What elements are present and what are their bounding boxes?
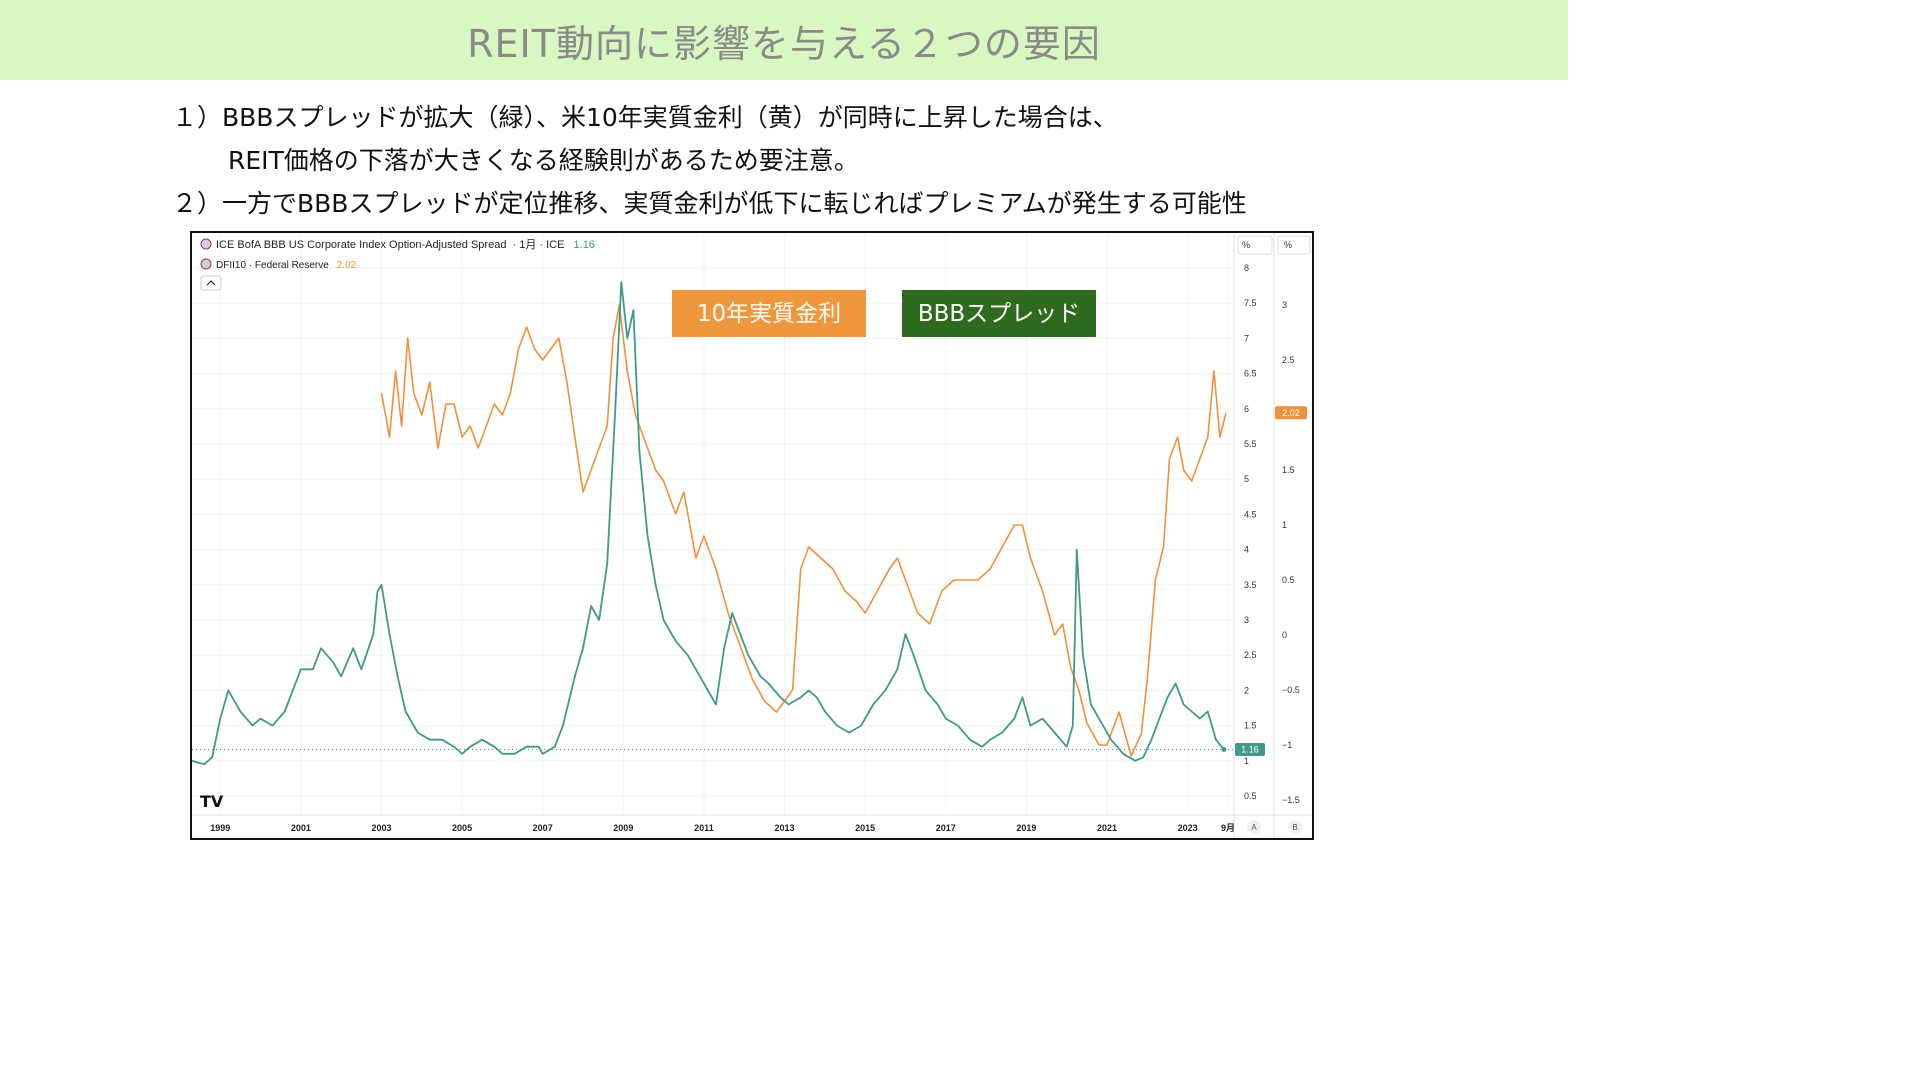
x-tick-label: 2003	[371, 823, 391, 833]
tradingview-logo: TV	[200, 792, 224, 811]
x-tick-label: 2011	[694, 823, 714, 833]
axis-a-tick-label: 2	[1244, 685, 1249, 695]
title-bar: REIT動向に影響を与える２つの要因	[0, 0, 1568, 80]
price-label-b-box	[1275, 406, 1307, 420]
legend-a-name: ICE BofA BBB US Corporate Index Option-A…	[216, 239, 506, 251]
spread-annotation: BBBスプレッド	[918, 301, 1080, 327]
bullet-1: １）BBBスプレッドが拡大（緑）、米10年実質金利（黄）が同時に上昇した場合は、	[172, 103, 1118, 132]
axis-a-tick-label: 1.5	[1244, 721, 1257, 731]
svg-text:ICE BofA BBB US Corporate Inde: ICE BofA BBB US Corporate Index Option-A…	[216, 239, 595, 251]
legend-b-name: DFII10 · Federal Reserve	[216, 260, 329, 271]
x-tick-label: 2015	[855, 823, 875, 833]
axis-a-letter: A	[1251, 823, 1257, 832]
chart-frame: 8 7.5 7 6.5 6 5.5 5 4.5 4 3.5 3 2.5 2 1.5 1 0.5 3 2.5 2 1.…	[190, 231, 1314, 840]
legend-collapse-button[interactable]	[200, 275, 222, 291]
x-tick-label: 2019	[1016, 823, 1036, 833]
last-value-dot	[1221, 747, 1227, 753]
axis-a-tick-label: 0.5	[1244, 791, 1257, 801]
axis-a-tick-label: 5.5	[1244, 439, 1257, 449]
axis-b-tick-label: −1.5	[1282, 795, 1300, 805]
x-tick-label: 2023	[1178, 823, 1198, 833]
axis-b-tick-label: 1	[1282, 520, 1287, 530]
axis-b-letter: B	[1292, 823, 1297, 832]
axis-a-tick-label: 3.5	[1244, 580, 1257, 590]
axis-a-letter-circle[interactable]	[1247, 820, 1261, 834]
axis-a-unit: %	[1242, 240, 1250, 250]
chevron-up-icon	[206, 280, 216, 286]
axis-a-tick-label: 4	[1244, 545, 1249, 555]
x-tick-label: 1999	[210, 823, 230, 833]
axis-b-tick-label: −0.5	[1282, 685, 1300, 695]
svg-text:DFII10 · Federal Reserve: DFII10 · Federal Reserve 2.02	[216, 260, 357, 271]
axis-a-tick-label: 1	[1244, 756, 1249, 766]
x-tick-label: 2021	[1097, 823, 1117, 833]
x-tick-label: 9月	[1221, 823, 1235, 833]
legend-b-value: 2.02	[337, 260, 357, 271]
legend-a-meta: · 1月 · ICE	[513, 239, 565, 251]
axis-a-unit-box	[1237, 235, 1273, 255]
axis-a-tick-label: 4.5	[1244, 509, 1257, 519]
axis-b-tick-label: 0.5	[1282, 575, 1295, 585]
legend: ICE BofA BBB US Corporate Index Option-A…	[200, 238, 595, 291]
x-axis-ticks: 1999 2001 2003 2005 2007 2009 2011 2013 2015 2017…	[210, 823, 1235, 833]
x-tick-label: 2005	[452, 823, 472, 833]
axis-b-tick-label: −1	[1282, 740, 1292, 750]
axis-b-ticks: 32.521.510.50−0.5−1−1.5	[1282, 300, 1300, 805]
axis-a-tick-label: 8	[1244, 263, 1249, 273]
axis-b-tick-label: 1.5	[1282, 465, 1295, 475]
x-tick-label: 2013	[775, 823, 795, 833]
legend-a-value: 1.16	[574, 239, 595, 251]
axis-a-ticks: 8 7.5 7 6.5 6 5.5 5 4.5 4 3.5 3 2.5 2 1.5 1 0.5	[1244, 263, 1257, 801]
axis-b-letter-circle[interactable]	[1288, 820, 1302, 834]
bullet-list: １）BBBスプレッドが拡大（緑）、米10年実質金利（黄）が同時に上昇した場合は、…	[172, 96, 1247, 225]
series-real-rate-line	[380, 304, 1227, 757]
axis-b-unit: %	[1284, 240, 1292, 250]
axis-b-tick-label: 0	[1282, 630, 1287, 640]
axis-a-tick-label: 5	[1244, 474, 1249, 484]
us-flag-icon	[200, 258, 212, 270]
us-flag-icon	[200, 238, 212, 250]
axis-a-tick-label: 6	[1244, 404, 1249, 414]
axis-a-tick-label: 6.5	[1244, 369, 1257, 379]
real-rate-annotation: 10年実質金利	[697, 301, 841, 327]
axis-a-tick-label: 2.5	[1244, 650, 1257, 660]
axis-b-tick-label: 2.5	[1282, 355, 1295, 365]
x-tick-label: 2009	[613, 823, 633, 833]
x-tick-label: 2017	[936, 823, 956, 833]
price-label-b: 2.02	[1282, 408, 1300, 418]
spread-annotation-box	[902, 290, 1096, 337]
page-title: REIT動向に影響を与える２つの要因	[467, 21, 1101, 66]
price-label-a-box	[1235, 743, 1265, 757]
price-label-a: 1.16	[1241, 745, 1259, 755]
bullet-2: ２）一方でBBBスプレッドが定位推移、実質金利が低下に転じればプレミアムが発生す…	[172, 189, 1247, 218]
axis-b-tick-label: 3	[1282, 300, 1287, 310]
axis-a-tick-label: 7.5	[1244, 298, 1257, 308]
axis-a-tick-label: 3	[1244, 615, 1249, 625]
real-rate-annotation-box	[672, 290, 866, 337]
x-tick-label: 2001	[291, 823, 311, 833]
chart-svg: 8 7.5 7 6.5 6 5.5 5 4.5 4 3.5 3 2.5 2 1.5 1 0.5 3 2.5 2 1.…	[191, 233, 1312, 838]
x-tick-label: 2007	[533, 823, 553, 833]
bullet-1-continuation: REIT価格の下落が大きくなる経験則があるため要注意。	[228, 146, 859, 175]
axis-b-unit-box	[1277, 235, 1311, 255]
series-bbb-spread-line	[191, 281, 1225, 766]
axis-a-tick-label: 7	[1244, 333, 1249, 343]
